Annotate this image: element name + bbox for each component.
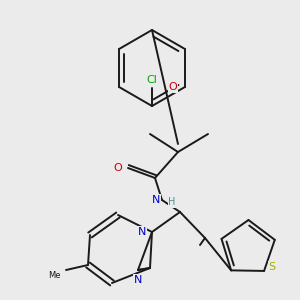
- Text: O: O: [169, 82, 177, 92]
- Text: Me: Me: [48, 271, 60, 280]
- Text: S: S: [268, 262, 276, 272]
- Text: N: N: [138, 227, 146, 237]
- Text: H: H: [168, 197, 176, 207]
- Text: N: N: [134, 275, 142, 285]
- Text: O: O: [114, 163, 122, 173]
- Text: N: N: [152, 195, 160, 205]
- Text: Cl: Cl: [147, 75, 158, 85]
